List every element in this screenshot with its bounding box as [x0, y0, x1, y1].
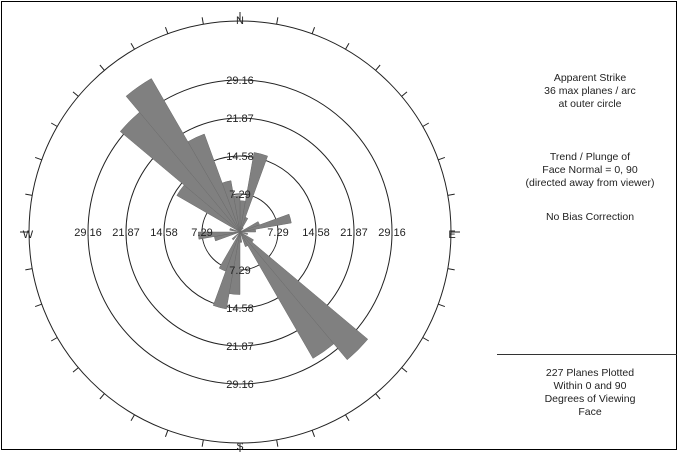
- ring-label-top: 14.58: [226, 151, 254, 163]
- outer-tick: [99, 64, 105, 71]
- east-label: E: [448, 229, 455, 241]
- outer-tick: [422, 337, 430, 342]
- outer-tick: [50, 122, 58, 127]
- rose-petal: [239, 227, 244, 233]
- outer-tick: [99, 393, 105, 400]
- rose-petal: [187, 133, 241, 233]
- ring-label-horizontal: 29.16: [378, 227, 406, 239]
- outer-tick: [276, 17, 279, 25]
- ring-label-horizontal: 21.87: [112, 227, 140, 239]
- outer-tick: [130, 42, 135, 50]
- legend-divider: [497, 354, 677, 355]
- outer-tick: [34, 156, 42, 161]
- ring-label-horizontal: 7.29: [191, 227, 212, 239]
- ring-label-bottom: 29.16: [226, 379, 254, 391]
- outer-tick: [25, 268, 33, 271]
- outer-tick: [72, 91, 79, 97]
- south-label: S: [236, 441, 243, 453]
- rose-petal: [239, 231, 369, 361]
- outer-tick: [130, 414, 135, 422]
- legend-strike-line-2: 36 max planes / arc: [544, 85, 636, 97]
- rose-petal: [239, 213, 292, 233]
- compass-labels: N S E W: [23, 15, 456, 453]
- ring-labels: 7.29 7.29 14.58 14.58 21.87 21.87 29.16 29.16 29…: [74, 75, 406, 391]
- rose-petal: [221, 180, 241, 233]
- rose-petal: [212, 231, 241, 310]
- ring-label-bottom: 21.87: [226, 341, 254, 353]
- west-label: W: [23, 229, 34, 241]
- outer-tick: [438, 156, 446, 161]
- ring-circle: [163, 155, 317, 309]
- outer-tick: [447, 193, 455, 196]
- rose-petal: [229, 228, 241, 233]
- ring-circle: [87, 79, 393, 385]
- ring-label-top: 29.16: [226, 75, 254, 87]
- outer-tick: [311, 430, 316, 438]
- outer-tick: [401, 91, 408, 97]
- rose-petal: [239, 228, 256, 233]
- ring-circle: [125, 117, 355, 347]
- legend-trend-line-2: Face Normal = 0, 90: [542, 164, 638, 176]
- ring-label-bottom: 14.58: [226, 303, 254, 315]
- outer-tick: [311, 26, 316, 34]
- outer-tick: [50, 337, 58, 342]
- outer-tick: [201, 17, 204, 25]
- legend-strike-line-3: at outer circle: [558, 98, 622, 110]
- rose-petal: [218, 231, 241, 272]
- legend-footer-line-1: 227 Planes Plotted: [545, 367, 635, 379]
- outer-tick: [164, 430, 169, 438]
- outer-tick: [34, 303, 42, 308]
- rose-petal: [239, 152, 268, 233]
- legend-footer-line-4: Face: [578, 406, 602, 418]
- outer-tick: [345, 414, 350, 422]
- outer-tick: [422, 122, 430, 127]
- legend-strike: Apparent Strike 36 max planes / arc at o…: [510, 72, 670, 111]
- outer-tick: [401, 367, 408, 373]
- legend-bias: No Bias Correction: [510, 211, 670, 224]
- north-label: N: [236, 15, 244, 27]
- legend-footer: 227 Planes Plotted Within 0 and 90 Degre…: [510, 367, 670, 419]
- outer-tick: [375, 64, 381, 71]
- legend-strike-line-1: Apparent Strike: [553, 72, 627, 84]
- rose-petal: [198, 231, 241, 240]
- legend-trend-line-3: (directed away from viewer): [525, 177, 655, 189]
- rose-petals: [119, 78, 369, 361]
- outer-tick: [375, 393, 381, 400]
- rose-petal: [125, 78, 241, 233]
- ring-label-horizontal: 29.16: [74, 227, 102, 239]
- legend-footer-line-3: Degrees of Viewing: [544, 393, 636, 405]
- rose-petal: [233, 195, 241, 233]
- outer-tick: [201, 439, 204, 447]
- outer-tick: [447, 268, 455, 271]
- ring-label-top: 7.29: [229, 189, 250, 201]
- legend-footer-line-2: Within 0 and 90: [553, 380, 627, 392]
- rose-petal: [231, 231, 241, 241]
- ring-label-top: 21.87: [226, 113, 254, 125]
- ring-label-bottom: 7.29: [229, 265, 250, 277]
- outer-tick: [345, 42, 350, 50]
- legend-bias-line: No Bias Correction: [545, 211, 635, 223]
- outer-tick: [276, 439, 279, 447]
- legend-trend-line-1: Trend / Plunge of: [549, 151, 631, 163]
- rose-petal: [239, 231, 335, 359]
- outer-tick: [164, 26, 169, 34]
- ring-label-horizontal: 14.58: [150, 227, 178, 239]
- outer-tick: [72, 367, 79, 373]
- ring-label-horizontal: 14.58: [302, 227, 330, 239]
- outer-ticks: [20, 12, 460, 452]
- outer-tick: [25, 193, 33, 196]
- outer-tick: [438, 303, 446, 308]
- rose-petal: [239, 231, 249, 248]
- legend-trend: Trend / Plunge of Face Normal = 0, 90 (d…: [510, 151, 670, 190]
- rose-petal: [239, 231, 248, 235]
- ring-label-horizontal: 21.87: [340, 227, 368, 239]
- ring-label-horizontal: 7.29: [267, 227, 288, 239]
